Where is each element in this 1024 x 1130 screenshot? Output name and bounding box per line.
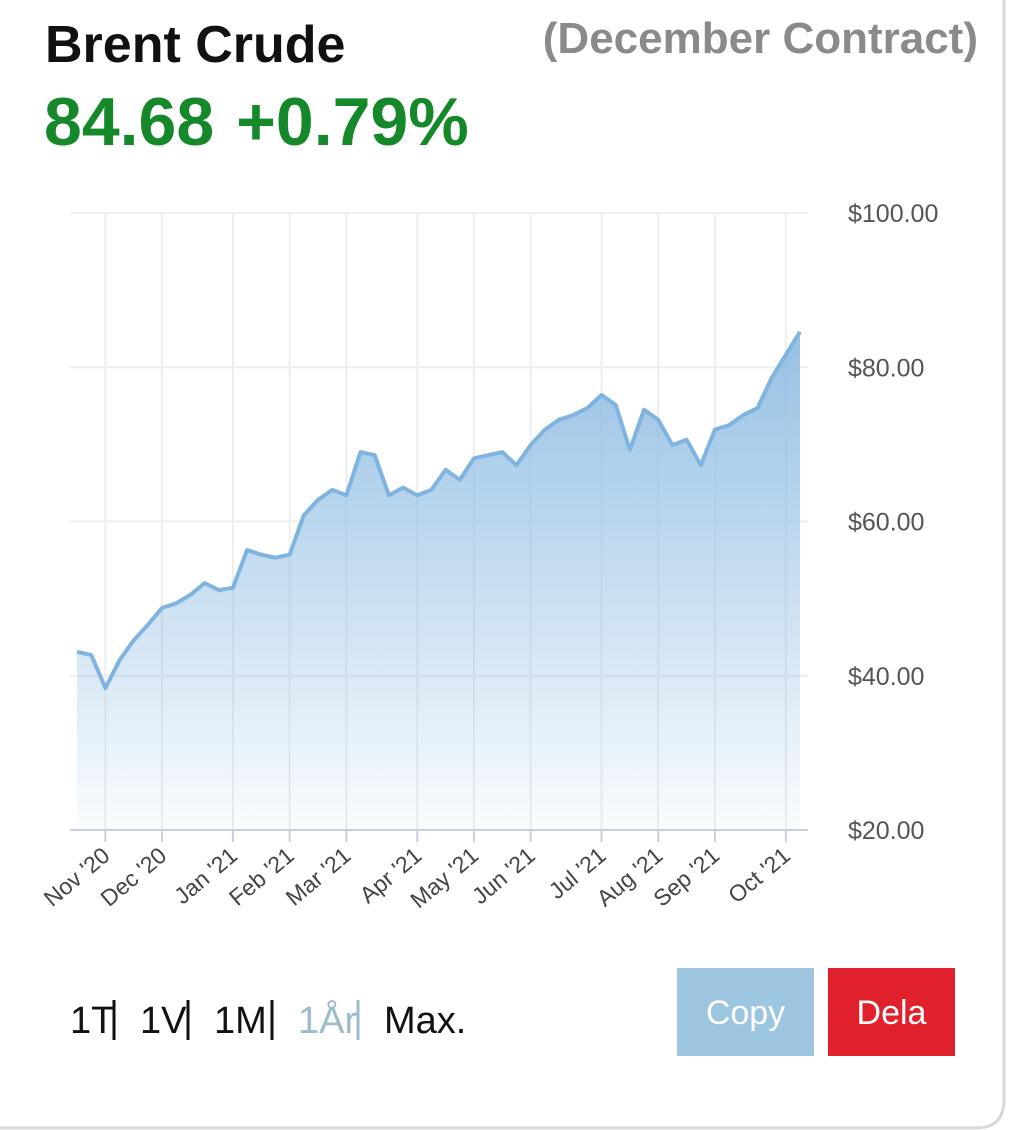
line [76, 330, 802, 691]
period-option[interactable]: 1M [214, 1000, 267, 1042]
y-tick-label: $100.00 [848, 200, 938, 228]
y-tick-label: $40.00 [848, 663, 924, 691]
button-label[interactable]: Copy [706, 994, 785, 1032]
y-tick-label: $60.00 [848, 509, 924, 537]
chart-title: Brent Crude [45, 16, 345, 74]
y-tick-label: $80.00 [848, 354, 924, 382]
chart-subtitle: (December Contract) [543, 14, 978, 63]
button[interactable] [677, 968, 814, 1056]
price: 84.68 +0.79% [44, 84, 469, 160]
area [77, 331, 800, 830]
period-option[interactable]: 1T [70, 1000, 114, 1042]
controls: 1T 1V 1M 1År Max. Copy Dela [70, 968, 955, 1056]
button-label[interactable]: Dela [857, 994, 927, 1032]
period-option[interactable]: Max. [384, 1000, 466, 1042]
y-tick-label: $20.00 [848, 817, 924, 845]
period-option[interactable]: 1År [298, 998, 357, 1042]
period-option[interactable]: 1V [140, 1000, 187, 1042]
price-value: 84.68 [44, 84, 214, 160]
price-change: +0.79% [236, 84, 469, 160]
button[interactable] [828, 968, 955, 1056]
